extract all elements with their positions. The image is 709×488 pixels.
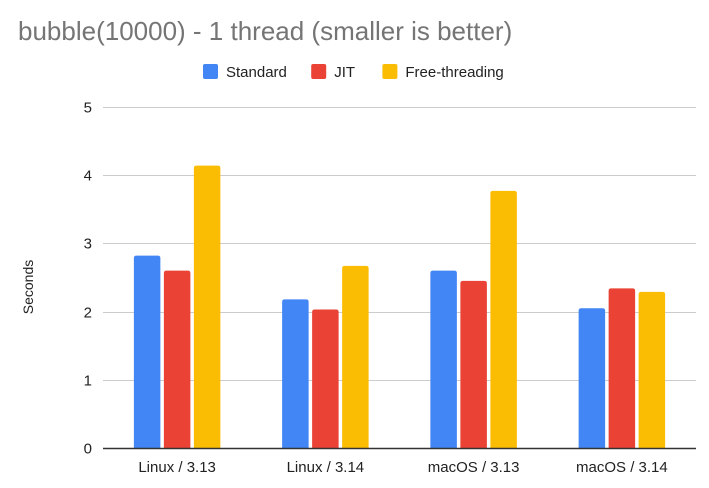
x-tick-labels: Linux / 3.13 Linux / 3.14 macOS / 3.13 macO… <box>138 459 667 476</box>
bar-standard-3 <box>578 308 606 448</box>
chart-title: bubble(10000) - 1 thread (smaller is bet… <box>18 16 512 46</box>
y-tick-label: 3 <box>84 236 92 253</box>
bar-jit-0 <box>163 270 191 448</box>
bar-free-threading-2 <box>490 190 517 449</box>
y-tick-label: 2 <box>84 305 92 322</box>
y-tick-labels: 0 1 2 3 4 5 <box>84 100 92 458</box>
bar-standard-0 <box>133 255 161 448</box>
bar-jit-1 <box>312 309 339 448</box>
y-tick-label: 1 <box>84 373 92 390</box>
legend-label: Standard <box>226 64 287 81</box>
bar-free-threading-1 <box>342 265 369 448</box>
bar-jit-2 <box>460 280 487 448</box>
gridlines <box>103 107 696 381</box>
legend-label: Free-threading <box>405 64 503 81</box>
legend-swatch <box>311 64 327 79</box>
bar-standard-2 <box>430 270 457 448</box>
x-tick-label: macOS / 3.14 <box>576 459 668 476</box>
bars <box>133 165 666 449</box>
bar-standard-1 <box>282 299 309 448</box>
y-tick-label: 5 <box>84 100 92 117</box>
x-tick-label: macOS / 3.13 <box>428 459 520 476</box>
x-tick-label: Linux / 3.13 <box>138 459 216 476</box>
y-tick-label: 0 <box>84 441 92 458</box>
legend-swatch <box>203 64 218 79</box>
legend-label: JIT <box>334 64 355 81</box>
legend-swatch <box>382 64 398 79</box>
legend: Standard JIT Free-threading <box>203 64 504 81</box>
y-tick-label: 4 <box>84 168 92 185</box>
bar-free-threading-0 <box>193 165 221 449</box>
bar-free-threading-3 <box>638 291 666 448</box>
bar-jit-3 <box>608 288 636 448</box>
y-axis-title: Seconds <box>20 260 36 314</box>
x-tick-label: Linux / 3.14 <box>287 459 365 476</box>
